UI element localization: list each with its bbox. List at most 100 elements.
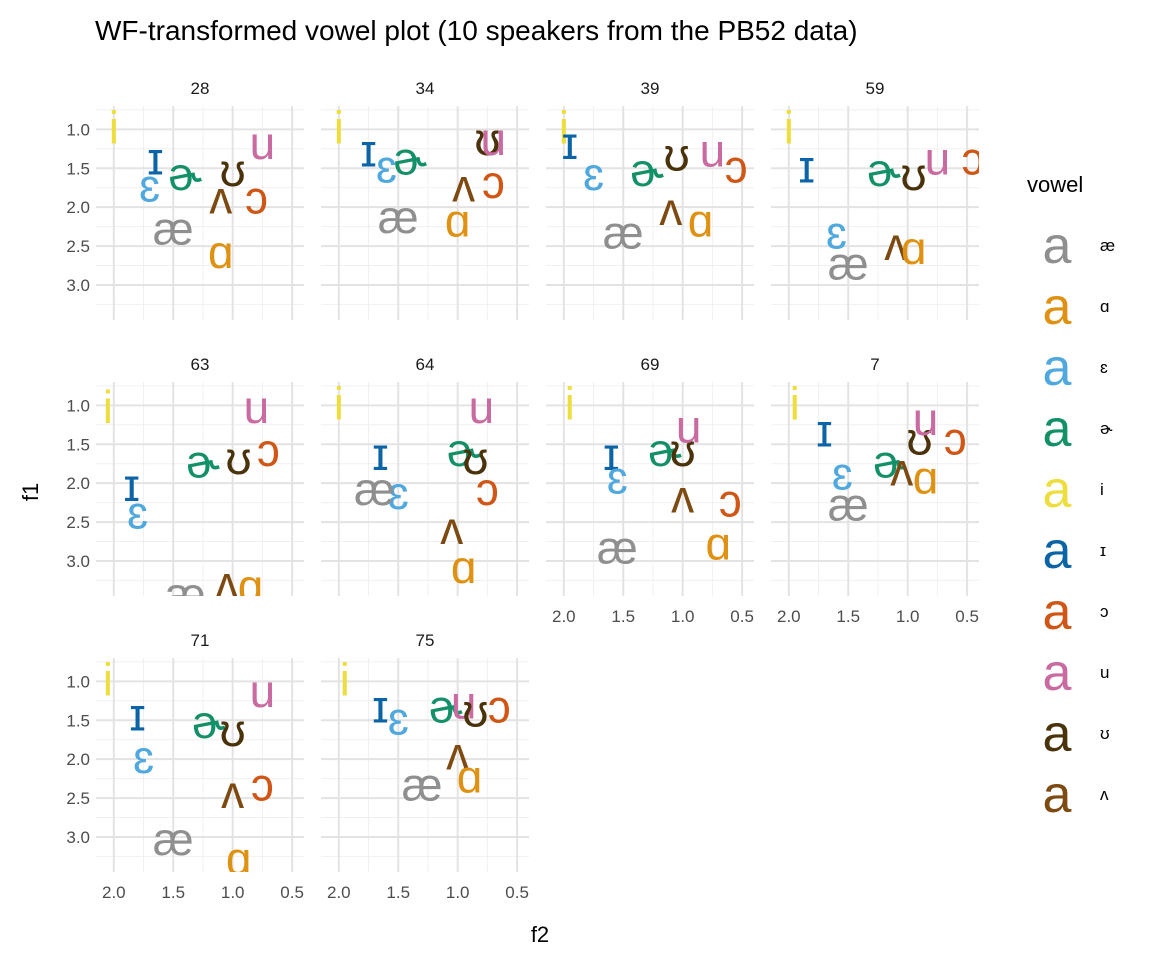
vowel-point: ɔ: [962, 132, 985, 184]
vowel-point: i: [334, 101, 344, 153]
legend-entry-label: ɚ: [1100, 419, 1113, 438]
vowel-point: ɛ: [583, 148, 604, 200]
vowel-point: u: [250, 665, 276, 717]
y-tick-label: 2.0: [66, 198, 90, 217]
legend-key-glyph: a: [1043, 766, 1072, 824]
vowel-point: ɛ: [133, 731, 154, 783]
vowel-point: u: [925, 132, 951, 184]
facet-panel-39: 39 iɪɛ ɚ ʊ u ɔʌæ ɑ: [546, 79, 754, 320]
vowel-point: ɔ: [476, 463, 499, 515]
legend-entry-label: ʌ: [1100, 785, 1109, 804]
vowel-point: ʌ: [884, 218, 907, 270]
vowel-point: ɔ: [257, 424, 280, 476]
legend-key-glyph: a: [1043, 461, 1072, 519]
legend-key-glyph: a: [1043, 339, 1072, 397]
y-tick-label: 3.0: [66, 276, 90, 295]
vowel-point: ʌ: [440, 502, 463, 554]
vowel-point: ɑ: [451, 541, 477, 593]
y-tick-label: 2.5: [66, 237, 90, 256]
legend: vowel a æ a ɑ a ɛ a ɚ a i a ɪ a ɔ a u a ʊ a ʌ: [1027, 172, 1115, 824]
vowel-point: ɛ: [376, 140, 397, 192]
vowel-point: ɛ: [388, 467, 409, 519]
vowel-point: æ: [402, 758, 443, 810]
y-tick-label: 1.5: [66, 435, 90, 454]
vowel-point: ʌ: [209, 171, 232, 223]
legend-key-glyph: a: [1043, 217, 1072, 275]
vowel-point: ɚ: [873, 436, 907, 488]
facet-strip-label: 75: [416, 631, 435, 650]
vowel-point: ʊ: [664, 129, 690, 181]
vowel-point: u: [700, 125, 726, 177]
x-tick-label: 0.5: [955, 607, 979, 626]
x-tick-label: 1.0: [896, 607, 920, 626]
legend-key-glyph: a: [1043, 583, 1072, 641]
vowel-point: ɚ: [168, 148, 202, 200]
x-tick-label: 2.0: [327, 883, 351, 902]
x-tick-label: 0.5: [505, 883, 529, 902]
vowel-point: ɚ: [192, 696, 226, 748]
vowel-point: ʊ: [226, 432, 252, 484]
vowel-point: ɪ: [603, 428, 619, 480]
legend-key-glyph: a: [1043, 644, 1072, 702]
vowel-point: ʊ: [474, 113, 500, 165]
vowel-point: i: [559, 101, 569, 153]
y-tick-label: 1.0: [66, 396, 90, 415]
facet-strip-label: 34: [416, 79, 435, 98]
y-tick-label: 3.0: [66, 828, 90, 847]
x-tick-label: 1.5: [836, 607, 860, 626]
facet-strip-label: 63: [191, 355, 210, 374]
vowel-point: ɛ: [139, 160, 160, 212]
vowel-point: i: [340, 653, 350, 705]
vowel-point: ɛ: [388, 692, 409, 744]
vowel-point: æ: [354, 463, 395, 515]
vowel-point: ɚ: [429, 681, 463, 733]
vowel-point: ʊ: [220, 144, 246, 196]
vowel-point: ɛ: [826, 206, 847, 258]
y-tick-label: 1.5: [66, 711, 90, 730]
legend-entry-label: i: [1100, 480, 1104, 499]
vowel-point: ɪ: [372, 428, 388, 480]
vowel-point: ʊ: [462, 684, 488, 736]
legend-entry-label: ʊ: [1100, 724, 1110, 743]
vowel-point: ʌ: [215, 556, 238, 608]
vowel-point: ɑ: [208, 226, 234, 278]
vowel-point: ʌ: [446, 727, 469, 779]
vowel-point: ʊ: [462, 432, 488, 484]
vowel-point: ʊ: [220, 704, 246, 756]
legend-entry-label: u: [1100, 663, 1109, 682]
facet-strip-label: 69: [641, 355, 660, 374]
vowel-point: i: [784, 101, 794, 153]
x-tick-label: 1.0: [671, 607, 695, 626]
vowel-point: ɪ: [123, 459, 139, 511]
legend-entry-label: ɛ: [1100, 358, 1108, 377]
vowel-point: u: [676, 401, 702, 453]
vowel-point: u: [481, 113, 507, 165]
points-group: iɪ ɛ ɚuʊ ɔʌæ ɑ: [340, 653, 511, 810]
vowel-point: ɔ: [719, 475, 742, 527]
vowel-point: ɪ: [798, 140, 814, 192]
y-tick-label: 2.5: [66, 789, 90, 808]
vowel-point: ɑ: [238, 560, 264, 612]
y-tick-label: 2.0: [66, 474, 90, 493]
vowel-point: ʌ: [890, 443, 913, 495]
vowel-point: ʊ: [901, 148, 927, 200]
x-tick-label: 0.5: [280, 883, 304, 902]
x-tick-label: 1.5: [611, 607, 635, 626]
vowel-point: ɑ: [901, 222, 927, 274]
facet-panel-75: 75 2.0 1.5 1.0 0.5 iɪ ɛ ɚuʊ ɔʌæ ɑ: [321, 631, 529, 902]
vowel-point: ɛ: [832, 447, 853, 499]
vowel-point: ɪ: [129, 688, 145, 740]
legend-entry-label: ɔ: [1100, 602, 1109, 621]
vowel-point: ʌ: [671, 471, 694, 523]
